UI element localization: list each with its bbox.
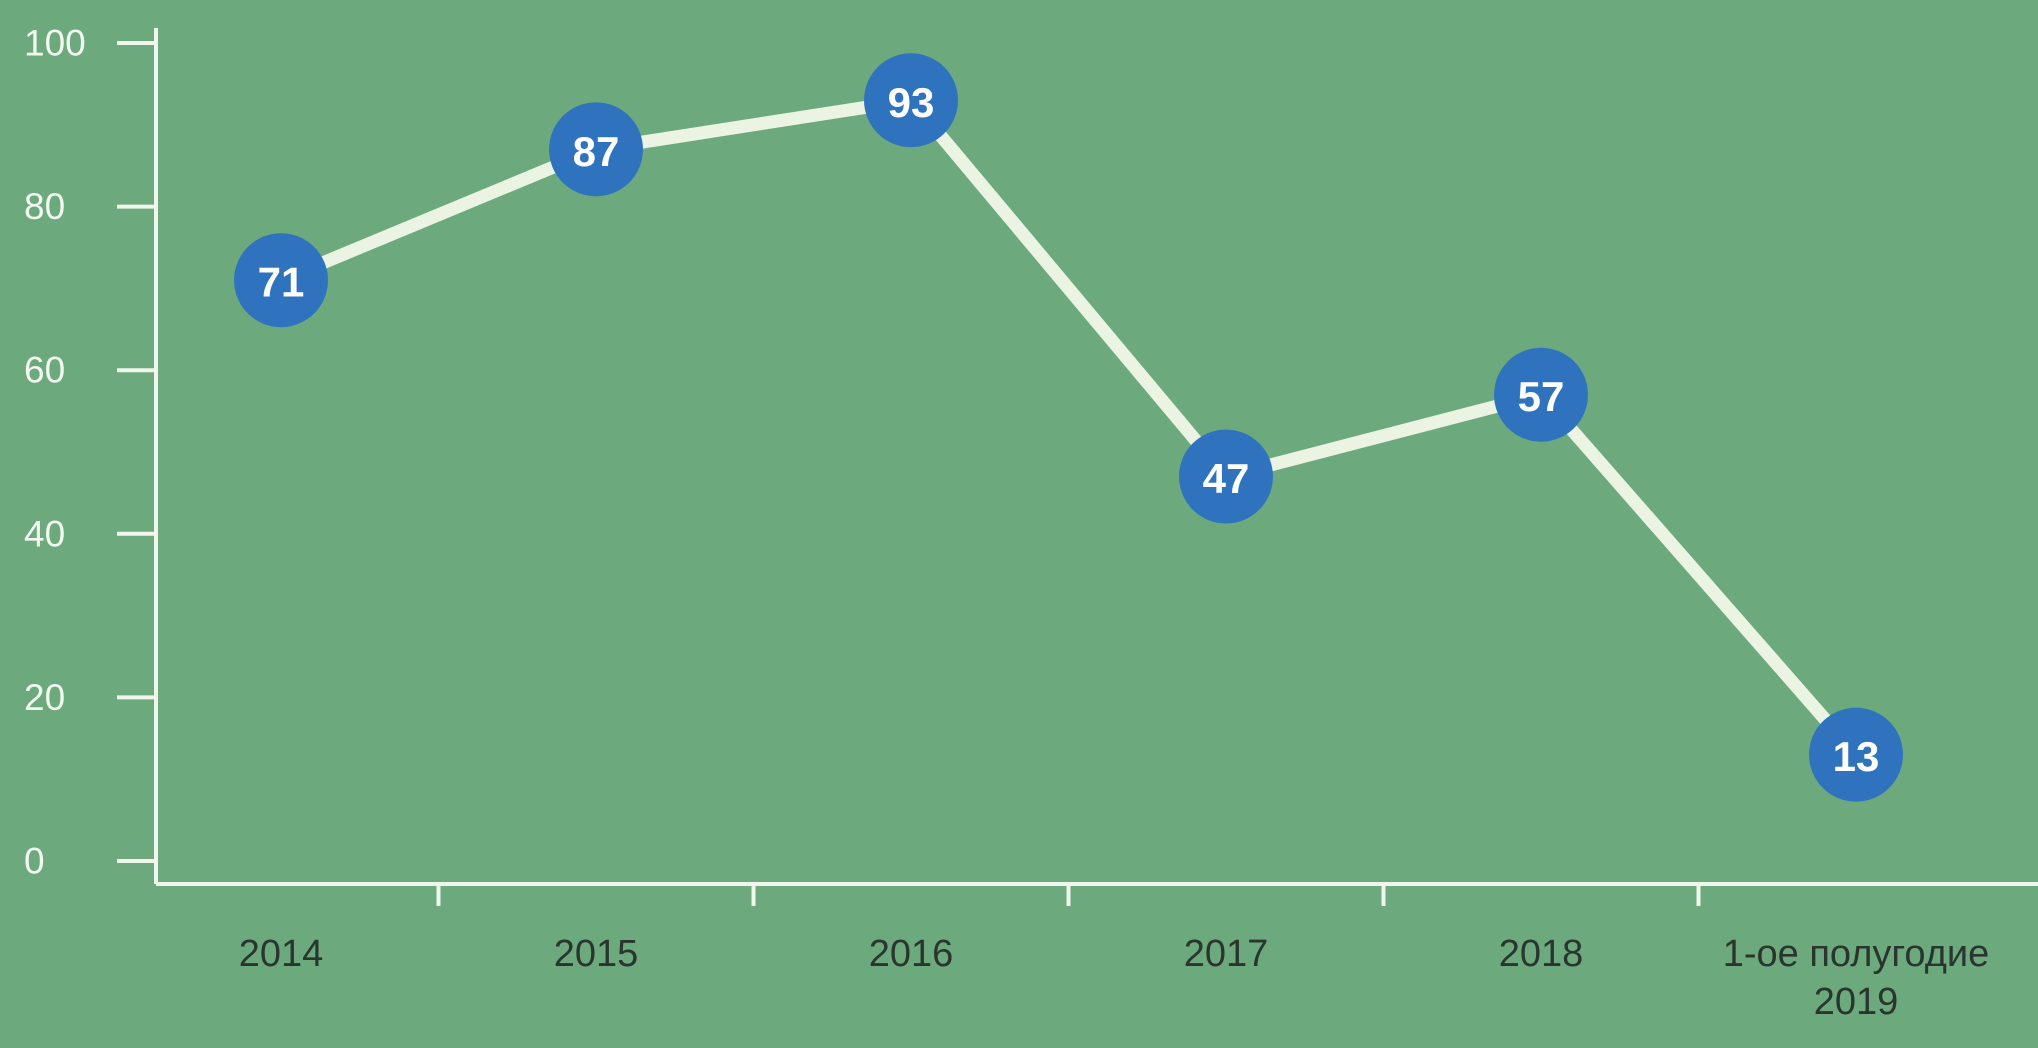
x-axis-category-label: 2018 xyxy=(1499,933,1584,975)
data-point-value: 57 xyxy=(1518,373,1565,420)
x-axis-category-label: 2014 xyxy=(239,933,324,975)
data-point-marker xyxy=(234,233,328,328)
data-point-marker xyxy=(549,102,643,197)
data-point-value: 93 xyxy=(888,79,935,126)
y-axis-tick-label: 40 xyxy=(24,513,65,554)
x-axis-category-label: 1-ое полугодие 2019 xyxy=(1723,933,1990,1023)
x-axis-category-label: 2015 xyxy=(554,933,639,975)
data-point-marker xyxy=(1809,707,1903,802)
x-axis-category-label: 2016 xyxy=(869,933,954,975)
data-point: 71 xyxy=(234,233,328,328)
data-point-value: 71 xyxy=(258,259,305,306)
trend-line xyxy=(274,93,1863,762)
y-axis-tick-label: 100 xyxy=(24,23,86,64)
data-point-value: 47 xyxy=(1203,455,1250,502)
data-point: 57 xyxy=(1494,347,1588,442)
y-axis-tick-label: 20 xyxy=(24,677,65,718)
data-point: 13 xyxy=(1809,707,1903,802)
data-point: 87 xyxy=(549,102,643,197)
y-axis-tick-label: 0 xyxy=(24,841,45,882)
data-point-value: 13 xyxy=(1833,733,1880,780)
data-point-marker xyxy=(864,53,958,148)
data-point-marker xyxy=(1494,347,1588,442)
data-point-value: 87 xyxy=(573,128,620,175)
y-axis-tick-label: 60 xyxy=(24,350,65,391)
data-point-marker xyxy=(1179,429,1273,524)
x-axis-category-label: 2017 xyxy=(1184,933,1269,975)
data-point: 93 xyxy=(864,53,958,148)
data-point: 47 xyxy=(1179,429,1273,524)
y-axis-tick-label: 80 xyxy=(24,186,65,227)
